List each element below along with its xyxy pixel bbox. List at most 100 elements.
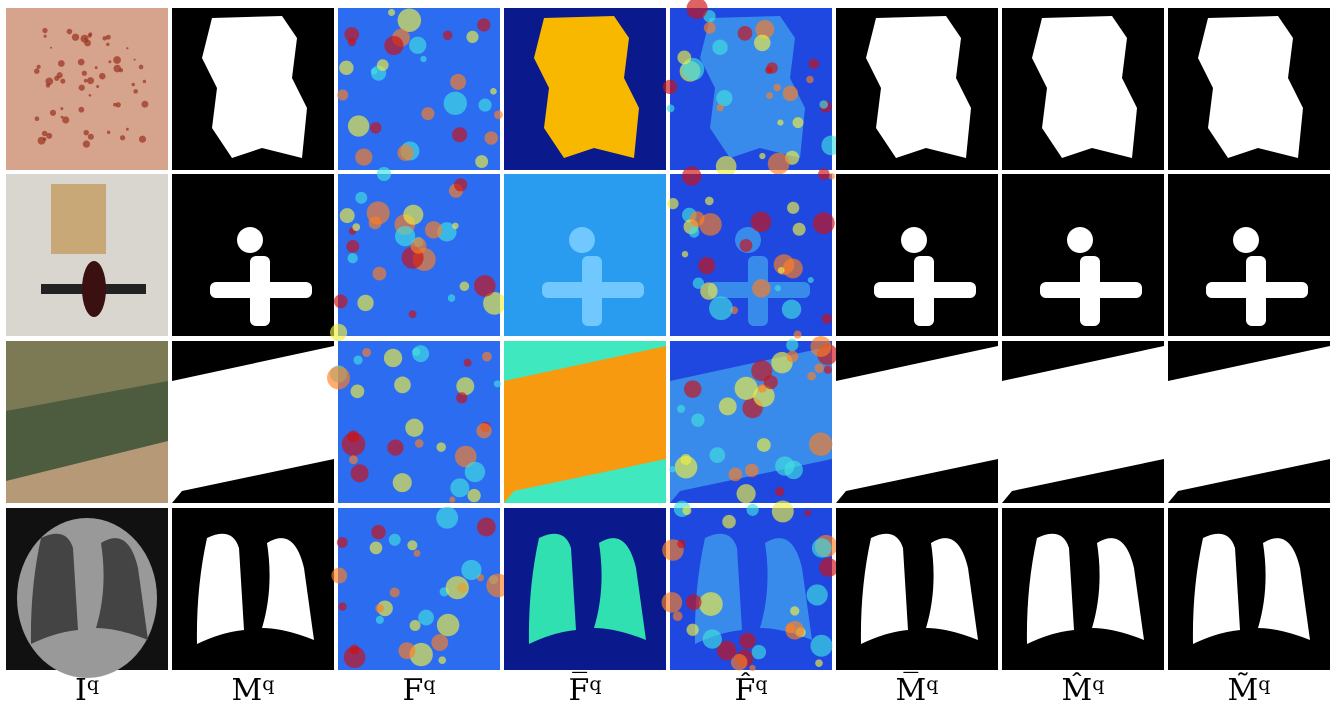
heat-blob [443, 31, 453, 41]
heat-blob [667, 198, 678, 209]
heat-blob [465, 462, 485, 482]
spot [67, 29, 73, 35]
heat-blob [437, 614, 459, 636]
heat-blob [425, 221, 442, 238]
spot [113, 65, 121, 73]
heat-blob [677, 540, 686, 549]
heat-blob [772, 500, 794, 522]
heat-blob [450, 478, 469, 497]
mask-shape [569, 227, 595, 253]
spot [107, 131, 110, 134]
heat-blob [339, 61, 353, 75]
heat-blob [338, 602, 346, 610]
heat-blob [348, 253, 358, 263]
panel [1002, 341, 1164, 503]
label-sup: q [589, 673, 601, 695]
heat-blob [384, 349, 402, 367]
column-label: M̂q [1062, 673, 1105, 702]
label-sup: q [755, 673, 767, 695]
heat-blob [722, 515, 736, 529]
heat-blob [397, 145, 413, 161]
spot [57, 72, 63, 78]
spot [46, 133, 52, 139]
heat-blob [677, 405, 685, 413]
heat-blob [476, 423, 491, 438]
spot [43, 137, 46, 140]
heat-blob [716, 90, 732, 106]
spot [72, 34, 79, 41]
label-sup: q [1258, 673, 1270, 695]
spot [126, 47, 128, 49]
mask-shape [250, 256, 270, 326]
heat-blob [448, 294, 456, 302]
heat-blob [449, 497, 455, 503]
heat-blob [682, 251, 689, 258]
panel [836, 508, 998, 670]
heat-blob [438, 656, 446, 664]
panel [1168, 174, 1330, 336]
figure: IqMqFqF̅qF̂qM̅qM̂qM̃q [0, 0, 1333, 702]
heat-blob [783, 86, 798, 101]
heat-blob [394, 377, 411, 394]
panel [504, 341, 666, 503]
spot [96, 85, 99, 88]
heat-blob [477, 518, 496, 537]
panel [1002, 508, 1164, 670]
heat-blob [682, 166, 701, 185]
heat-blob [667, 104, 675, 112]
mask-shape [582, 256, 602, 326]
heat-blob [403, 205, 423, 225]
column-label: Fq [403, 673, 436, 702]
panel [1168, 341, 1330, 503]
heat-blob [464, 359, 472, 367]
mask-bg [172, 508, 334, 670]
heat-blob [814, 363, 823, 372]
heat-blob [342, 432, 366, 456]
heat-blob [371, 525, 386, 540]
mask-bg [1002, 508, 1164, 670]
heat-blob [662, 592, 683, 613]
heat-blob [431, 634, 448, 651]
heat-blob [452, 223, 459, 230]
heat-blob [387, 439, 403, 455]
heat-blob [794, 331, 802, 339]
mask-shape [1080, 256, 1100, 326]
heat-blob [414, 550, 421, 557]
panel [663, 0, 841, 177]
mask-shape [1246, 256, 1266, 326]
heat-blob [808, 277, 814, 283]
spot [126, 128, 129, 131]
heat-blob [362, 348, 371, 357]
heat-blob [334, 295, 348, 309]
heat-blob [456, 377, 474, 395]
spot [113, 103, 117, 107]
spot [120, 135, 125, 140]
spot [83, 140, 90, 147]
heat-blob [460, 281, 470, 291]
mask-shape [901, 227, 927, 253]
heat-blob [684, 380, 702, 398]
heat-blob [351, 384, 365, 398]
mask-shape [237, 227, 263, 253]
column-label: Iq [75, 673, 99, 702]
heat-blob [421, 107, 434, 120]
column-label: F̅q [569, 672, 602, 702]
heat-blob [704, 22, 716, 34]
heat-blob [375, 604, 384, 613]
heat-blob [747, 504, 759, 516]
spot [88, 134, 94, 140]
heat-blob [355, 192, 367, 204]
panel [504, 8, 666, 170]
heat-blob [778, 267, 785, 274]
heat-blob [330, 324, 347, 341]
spot [78, 107, 84, 113]
label-base: I [75, 673, 87, 702]
heat-blob [775, 487, 784, 496]
heat-blob [766, 92, 773, 99]
heat-blob [819, 558, 838, 577]
heat-blob [337, 537, 348, 548]
heat-blob [436, 507, 458, 529]
spot [44, 35, 47, 38]
column-label: Mq [232, 673, 275, 702]
panel [172, 8, 334, 170]
